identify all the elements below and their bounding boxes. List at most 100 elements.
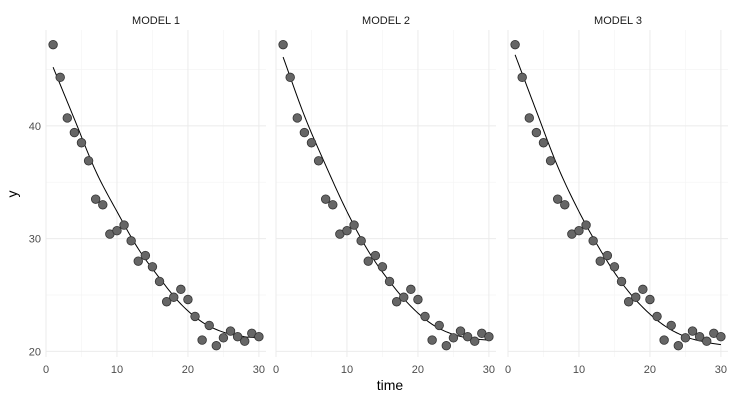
x-tick-label: 0 xyxy=(505,364,511,376)
data-point xyxy=(616,276,627,287)
data-point xyxy=(119,220,129,230)
data-point xyxy=(694,332,705,342)
panel-strip-label: MODEL 2 xyxy=(362,15,410,27)
data-point xyxy=(552,194,563,204)
data-point xyxy=(413,294,423,305)
x-tick-label: 10 xyxy=(341,364,353,376)
x-tick-label: 20 xyxy=(182,364,194,376)
data-point xyxy=(560,200,570,210)
data-point xyxy=(434,320,444,331)
data-point xyxy=(645,294,655,305)
data-point xyxy=(147,262,158,272)
data-point xyxy=(98,200,108,210)
data-point xyxy=(427,335,437,345)
data-point xyxy=(545,156,556,166)
fitted-curve xyxy=(514,54,721,346)
data-point xyxy=(183,294,193,305)
x-tick-label: 10 xyxy=(111,364,123,376)
y-tick-label: 40 xyxy=(29,121,41,133)
data-point xyxy=(133,256,143,266)
data-point xyxy=(377,262,388,272)
data-point xyxy=(441,341,452,351)
data-point xyxy=(225,326,236,336)
x-tick-label: 30 xyxy=(715,364,727,376)
fitted-curve xyxy=(52,67,259,339)
data-point xyxy=(659,335,669,345)
panel-3: MODEL 3 0 10 20 30 xyxy=(505,15,728,376)
data-point xyxy=(285,72,295,83)
y-tick-label: 20 xyxy=(29,346,41,358)
x-tick-label: 20 xyxy=(644,364,656,376)
x-tick-label: 30 xyxy=(253,364,265,376)
panel-strip-label: MODEL 3 xyxy=(594,15,642,27)
data-point xyxy=(470,336,480,346)
data-point xyxy=(574,226,584,236)
x-tick-label: 10 xyxy=(573,364,585,376)
data-point xyxy=(299,127,310,138)
data-point xyxy=(524,113,534,123)
data-point xyxy=(211,341,222,351)
data-point xyxy=(595,256,605,266)
data-point xyxy=(517,72,527,83)
data-point xyxy=(510,39,520,50)
panel-strip-label: MODEL 1 xyxy=(132,15,180,27)
data-point xyxy=(218,333,229,343)
data-point xyxy=(363,256,373,266)
data-point xyxy=(292,113,302,123)
data-point xyxy=(631,292,641,302)
data-point xyxy=(406,284,416,295)
data-point xyxy=(342,226,352,236)
data-point xyxy=(83,156,94,166)
data-point xyxy=(69,127,80,138)
data-point xyxy=(666,320,676,331)
data-point xyxy=(154,276,165,287)
data-point xyxy=(638,284,648,295)
data-point xyxy=(313,156,324,166)
data-point xyxy=(370,250,381,261)
data-point xyxy=(448,333,459,343)
data-point xyxy=(112,226,122,236)
panel-1: MODEL 1 0 10 20 30 20 30 40 xyxy=(29,15,266,376)
data-point xyxy=(384,276,395,287)
data-point xyxy=(716,332,726,342)
data-point xyxy=(306,138,317,148)
x-tick-label: 30 xyxy=(483,364,495,376)
data-point xyxy=(190,311,200,322)
x-tick-label: 0 xyxy=(273,364,279,376)
data-point xyxy=(687,326,698,336)
y-axis-title: y xyxy=(4,191,20,198)
data-point xyxy=(240,336,250,346)
data-point xyxy=(588,236,598,246)
data-point xyxy=(702,336,712,346)
data-point xyxy=(254,332,264,342)
data-point xyxy=(55,72,65,83)
data-point xyxy=(391,297,402,307)
data-point xyxy=(169,292,179,302)
data-point xyxy=(462,332,473,342)
data-point xyxy=(197,335,207,345)
data-point xyxy=(455,326,466,336)
data-point xyxy=(176,284,186,295)
data-point xyxy=(609,262,620,272)
fitted-curve xyxy=(282,56,489,341)
data-point xyxy=(623,297,634,307)
data-point xyxy=(652,311,662,322)
data-point xyxy=(680,333,691,343)
data-point xyxy=(278,39,288,50)
data-point xyxy=(399,292,409,302)
data-point xyxy=(673,341,684,351)
y-tick-label: 30 xyxy=(29,234,41,246)
data-point xyxy=(531,127,542,138)
x-tick-label: 0 xyxy=(43,364,49,376)
data-point xyxy=(320,194,331,204)
x-axis-title: time xyxy=(377,377,404,393)
data-point xyxy=(204,320,214,331)
data-point xyxy=(356,236,366,246)
data-point xyxy=(76,138,87,148)
data-point xyxy=(232,332,243,342)
data-point xyxy=(538,138,549,148)
data-point xyxy=(90,194,101,204)
data-point xyxy=(420,311,430,322)
data-point xyxy=(484,332,494,342)
